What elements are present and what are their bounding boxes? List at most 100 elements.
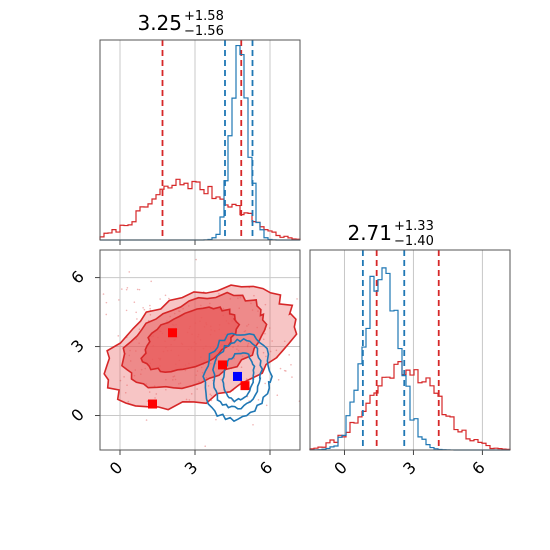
blue-contour (221, 352, 256, 403)
x-tick-label: 6 (468, 458, 489, 479)
red-sample-point (322, 382, 324, 384)
red-sample-point (265, 355, 267, 358)
red-sample-point (245, 378, 248, 380)
red-sample-point (185, 398, 188, 401)
red-sample-point (279, 367, 282, 370)
red-sample-point (215, 418, 217, 421)
red-sample-point (127, 400, 130, 403)
red-sample-point (296, 298, 298, 300)
red-sample-point (283, 340, 286, 343)
red-square-marker (218, 360, 227, 370)
red-sample-point (277, 378, 280, 381)
red-sample-point (285, 370, 287, 372)
x-tick-label: 0 (330, 458, 351, 479)
red-sample-point (126, 286, 129, 289)
red-sample-point (125, 309, 128, 312)
panel-title-plus: +1.58 (184, 9, 224, 24)
red-sample-point (190, 393, 193, 395)
red-contour (140, 306, 241, 374)
x-tick-label: 3 (181, 458, 202, 479)
contour-group (83, 258, 328, 448)
red-sample-point (275, 349, 278, 352)
panel-frame (309, 249, 511, 451)
red-sample-point (119, 379, 122, 382)
red-sample-point (257, 399, 260, 401)
panel-title-minus: −1.40 (394, 234, 434, 249)
param1-marginal-panel (99, 39, 301, 245)
red-sample-point (264, 382, 266, 385)
blue-histogram (309, 267, 510, 451)
panel-title-value: 2.71 (347, 221, 392, 245)
red-sample-point (253, 294, 255, 297)
red-sample-point (269, 350, 272, 353)
red-sample-point (165, 388, 167, 391)
red-histogram (99, 178, 301, 240)
red-sample-point (135, 311, 137, 314)
red-sample-point (196, 388, 198, 390)
blue-square-marker (233, 371, 242, 381)
red-sample-point (125, 288, 128, 291)
red-sample-point (138, 288, 141, 291)
red-sample-point (145, 419, 148, 421)
x-tick-label: 6 (256, 458, 277, 479)
blue-contour (212, 337, 264, 410)
red-sample-point (262, 338, 265, 341)
red-sample-point (207, 385, 210, 387)
red-sample-point (102, 293, 105, 295)
red-sample-point (326, 399, 328, 401)
red-sample-point (146, 400, 149, 402)
red-sample-point (271, 340, 273, 342)
red-sample-point (265, 404, 268, 407)
red-sample-point (252, 423, 254, 426)
red-sample-point (143, 308, 146, 311)
red-square-marker (148, 399, 157, 409)
red-sample-point (118, 299, 120, 301)
red-sample-point (283, 369, 286, 372)
red-sample-point (159, 298, 161, 300)
red-sample-point (164, 294, 167, 297)
red-sample-point (149, 313, 152, 316)
red-sample-point (209, 393, 212, 396)
red-sample-point (124, 391, 127, 394)
red-sample-point (155, 393, 158, 395)
red-sample-point (149, 304, 151, 307)
panel-frame (99, 39, 301, 241)
red-sample-point (136, 288, 139, 291)
red-square-marker (240, 381, 250, 391)
y-tick-label: 6 (67, 267, 88, 288)
param2-marginal-panel: 0 3 6 (309, 249, 511, 479)
x-tick-label: 0 (106, 458, 127, 479)
red-sample-point (136, 318, 138, 320)
red-square-marker (168, 328, 177, 338)
red-sample-point (300, 330, 302, 332)
blue-contour (202, 332, 273, 423)
x-tick-label: 3 (399, 458, 420, 479)
red-sample-point (210, 394, 213, 397)
y-tick-label: 0 (67, 405, 88, 426)
red-sample-point (121, 288, 123, 290)
red-sample-point (264, 332, 266, 335)
red-sample-point (262, 351, 265, 354)
red-sample-point (150, 280, 152, 283)
red-sample-point (149, 307, 151, 310)
red-sample-point (268, 327, 271, 329)
panel-title-plus: +1.33 (394, 219, 434, 234)
red-sample-point (168, 297, 170, 300)
red-sample-point (276, 394, 279, 396)
red-sample-point (142, 306, 144, 309)
red-sample-point (105, 301, 108, 304)
red-sample-point (148, 391, 151, 393)
red-sample-point (133, 301, 136, 304)
y-tick-label: 3 (67, 336, 88, 357)
red-sample-point (290, 363, 292, 366)
red-sample-point (126, 384, 128, 386)
red-sample-point (218, 293, 220, 295)
red-sample-point (210, 399, 213, 402)
panel-title-minus: −1.56 (184, 24, 224, 39)
red-sample-point (240, 366, 243, 369)
red-sample-point (154, 397, 156, 399)
red-sample-point (128, 271, 131, 273)
red-sample-point (138, 328, 141, 330)
red-sample-point (83, 326, 85, 328)
